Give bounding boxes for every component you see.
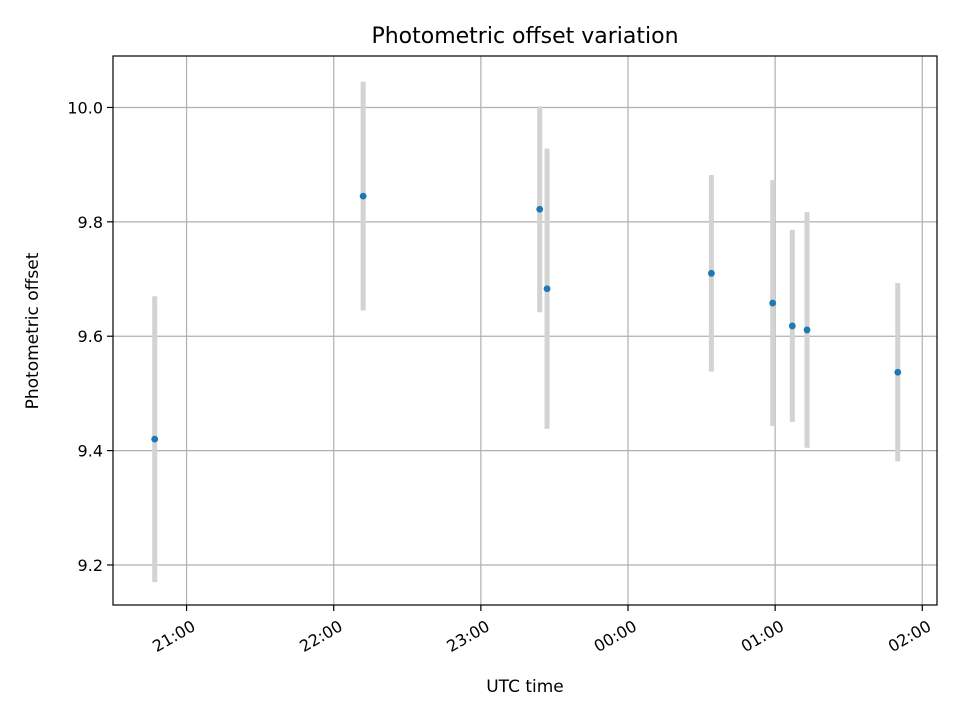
x-tick-label: 21:00	[149, 616, 198, 656]
data-point	[151, 435, 159, 443]
y-tick-label: 10.0	[67, 98, 103, 117]
data-point	[536, 205, 544, 213]
data-point	[543, 285, 551, 293]
plot-frame	[112, 55, 938, 606]
data-point	[359, 192, 367, 200]
x-tick-label: 23:00	[443, 616, 492, 656]
data-point	[803, 326, 811, 334]
x-axis-label: UTC time	[486, 677, 564, 697]
data-points	[151, 192, 902, 443]
chart-title: Photometric offset variation	[371, 24, 678, 49]
y-axis-ticks: 9.2 9.4 9.6 9.8 10.0	[67, 98, 113, 575]
data-point	[894, 368, 902, 376]
y-tick-label: 9.4	[78, 442, 103, 461]
x-tick-label: 22:00	[296, 616, 345, 656]
x-tick-label: 02:00	[885, 616, 934, 656]
x-axis-ticks: 21:00 22:00 23:00 00:00 01:00 02:00	[149, 605, 934, 656]
x-tick-label: 00:00	[591, 616, 640, 656]
error-bars	[152, 81, 901, 583]
data-point	[788, 322, 796, 330]
y-tick-label: 9.2	[78, 556, 103, 575]
grid-lines	[113, 56, 937, 605]
x-tick-label: 01:00	[738, 616, 787, 656]
y-axis-label: Photometric offset	[23, 252, 43, 409]
data-point	[769, 299, 777, 307]
y-tick-label: 9.8	[78, 213, 103, 232]
y-tick-label: 9.6	[78, 327, 103, 346]
data-point	[707, 269, 715, 277]
